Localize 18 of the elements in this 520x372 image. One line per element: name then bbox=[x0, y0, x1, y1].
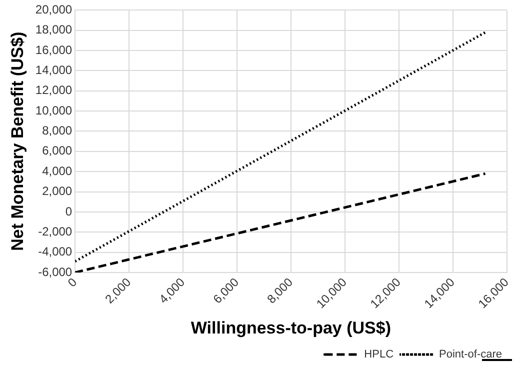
y-tick-label: 0 bbox=[65, 204, 72, 218]
y-tick-label: 8,000 bbox=[42, 124, 72, 138]
y-tick-label: 4,000 bbox=[42, 164, 72, 178]
y-tick-label: 20,000 bbox=[35, 2, 72, 17]
y-tick-label: -4,000 bbox=[38, 244, 72, 259]
legend-label: HPLC bbox=[364, 348, 394, 361]
y-tick-label: 16,000 bbox=[35, 42, 72, 57]
y-tick-label: -6,000 bbox=[38, 264, 72, 279]
y-tick-label: 6,000 bbox=[42, 144, 72, 158]
y-tick-label: 18,000 bbox=[35, 22, 72, 37]
y-tick-label: 10,000 bbox=[35, 103, 72, 118]
y-tick-label: 2,000 bbox=[42, 184, 72, 198]
y-tick-label: 14,000 bbox=[35, 63, 72, 78]
y-axis-title: Net Monetary Benefit (US$) bbox=[8, 32, 27, 251]
x-axis-title: Willingness-to-pay (US$) bbox=[190, 318, 392, 338]
legend-label: Point-of-care bbox=[439, 348, 502, 361]
y-tick-label: -2,000 bbox=[38, 224, 72, 238]
y-tick-label: 12,000 bbox=[35, 83, 72, 98]
